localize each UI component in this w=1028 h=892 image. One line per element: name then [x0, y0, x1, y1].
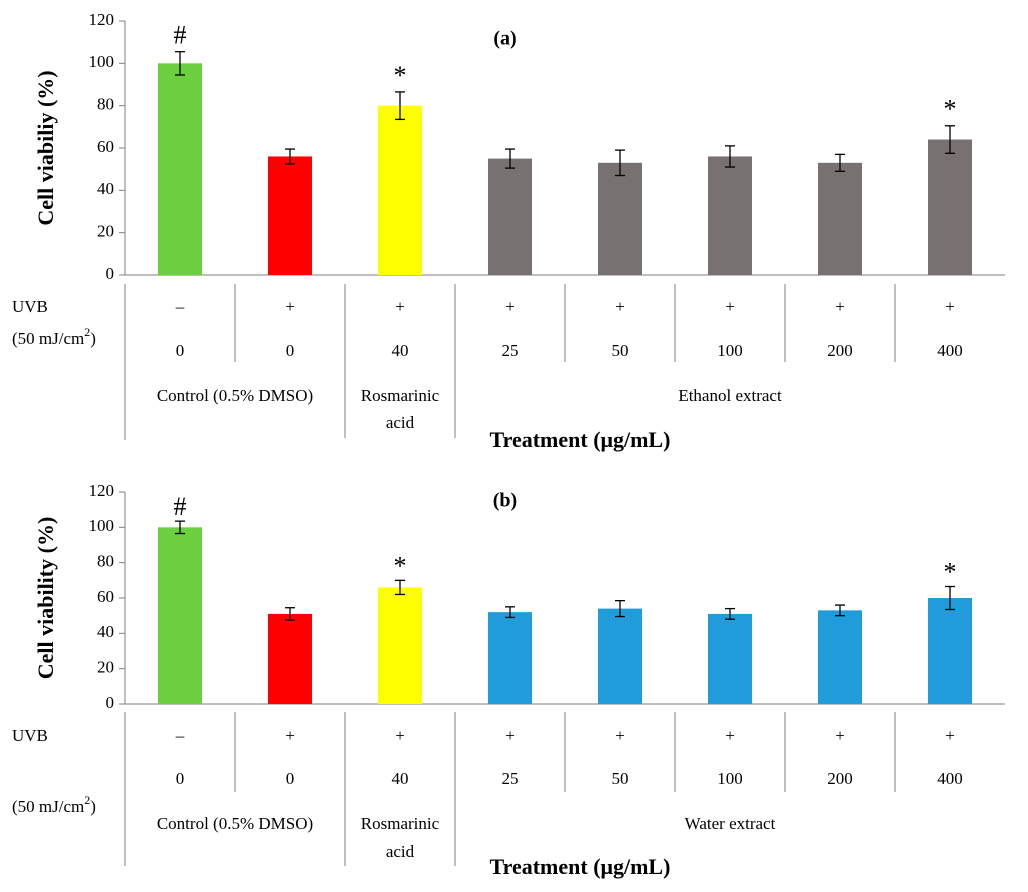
- significance-marker: #: [174, 492, 187, 521]
- uvb-cell: +: [395, 297, 405, 316]
- group-label: Ethanol extract: [678, 386, 782, 405]
- concentration-cell: 200: [827, 341, 853, 360]
- y-tick-label: 40: [97, 179, 114, 198]
- uvb-dose-superscript: 2: [84, 793, 90, 807]
- concentration-cell: 25: [502, 769, 519, 788]
- uvb-cell: +: [835, 297, 845, 316]
- y-tick-label: 0: [106, 264, 115, 283]
- bar: [928, 139, 972, 275]
- y-tick-label: 100: [89, 52, 115, 71]
- bar: [818, 162, 862, 275]
- concentration-cell: 100: [717, 769, 743, 788]
- group-label: Water extract: [685, 814, 776, 833]
- y-tick-label: 20: [97, 658, 114, 677]
- significance-marker: *: [944, 95, 957, 124]
- y-tick-label: 40: [97, 622, 114, 641]
- uvb-cell: +: [395, 726, 405, 745]
- uvb-dose-superscript: 2: [84, 325, 90, 339]
- concentration-cell: 200: [827, 769, 853, 788]
- group-label-line: Rosmarinic: [361, 386, 440, 405]
- uvb-row-label: UVB: [12, 726, 48, 745]
- bar: [268, 156, 312, 275]
- group-label-line: acid: [386, 413, 415, 432]
- concentration-cell: 0: [286, 341, 295, 360]
- bar: [708, 613, 752, 704]
- concentration-cell: 50: [612, 769, 629, 788]
- uvb-dose-label: (50 mJ/cm2): [12, 325, 96, 348]
- y-tick-label: 80: [97, 95, 114, 114]
- uvb-cell: +: [725, 297, 735, 316]
- concentration-cell: 0: [176, 341, 185, 360]
- bar: [268, 613, 312, 704]
- y-tick-label: 60: [97, 587, 114, 606]
- uvb-cell: –: [175, 726, 185, 745]
- uvb-cell: +: [835, 726, 845, 745]
- uvb-cell: +: [945, 726, 955, 745]
- uvb-dose-text: (50 mJ/cm: [12, 797, 84, 816]
- y-tick-label: 120: [89, 481, 115, 500]
- chart-title: (b): [493, 490, 517, 512]
- bar: [488, 158, 532, 275]
- y-tick-label: 60: [97, 137, 114, 156]
- significance-marker: #: [174, 21, 187, 50]
- uvb-cell: +: [615, 297, 625, 316]
- bar: [488, 612, 532, 704]
- uvb-dose-text-end: ): [90, 329, 96, 348]
- concentration-cell: 40: [392, 769, 409, 788]
- concentration-cell: 0: [286, 769, 295, 788]
- uvb-dose-text-end: ): [90, 797, 96, 816]
- y-axis-label: Cell viability (%): [33, 517, 58, 680]
- bar: [598, 162, 642, 275]
- uvb-dose-text: (50 mJ/cm: [12, 329, 84, 348]
- y-tick-label: 0: [106, 693, 115, 712]
- bar: [708, 156, 752, 275]
- concentration-cell: 400: [937, 769, 963, 788]
- bar: [158, 63, 202, 276]
- y-axis-label: Cell viabiliy (%): [33, 70, 58, 225]
- uvb-cell: –: [175, 297, 185, 316]
- concentration-cell: 50: [612, 341, 629, 360]
- bar: [378, 105, 422, 276]
- group-label: Control (0.5% DMSO): [157, 814, 313, 833]
- bar: [378, 587, 422, 704]
- uvb-cell: +: [285, 726, 295, 745]
- group-label: Control (0.5% DMSO): [157, 386, 313, 405]
- uvb-row-label: UVB: [12, 297, 48, 316]
- bar: [928, 598, 972, 704]
- uvb-cell: +: [725, 726, 735, 745]
- significance-marker: *: [394, 551, 407, 580]
- group-label-line: Rosmarinic: [361, 814, 440, 833]
- group-label-line: acid: [386, 842, 415, 861]
- bar: [158, 527, 202, 704]
- y-tick-label: 80: [97, 552, 114, 571]
- x-axis-label: Treatment (μg/mL): [490, 427, 671, 452]
- significance-marker: *: [944, 557, 957, 586]
- uvb-cell: +: [285, 297, 295, 316]
- bar: [818, 610, 862, 704]
- concentration-cell: 40: [392, 341, 409, 360]
- chart-title: (a): [493, 28, 516, 50]
- concentration-cell: 25: [502, 341, 519, 360]
- y-tick-label: 20: [97, 222, 114, 241]
- uvb-cell: +: [505, 297, 515, 316]
- x-axis-label: Treatment (μg/mL): [490, 854, 671, 879]
- concentration-cell: 100: [717, 341, 743, 360]
- significance-marker: *: [394, 61, 407, 90]
- y-tick-label: 100: [89, 516, 115, 535]
- concentration-cell: 0: [176, 769, 185, 788]
- concentration-cell: 400: [937, 341, 963, 360]
- y-tick-label: 120: [89, 10, 115, 29]
- uvb-cell: +: [615, 726, 625, 745]
- bar: [598, 608, 642, 704]
- uvb-cell: +: [505, 726, 515, 745]
- uvb-cell: +: [945, 297, 955, 316]
- uvb-dose-label: (50 mJ/cm2): [12, 793, 96, 816]
